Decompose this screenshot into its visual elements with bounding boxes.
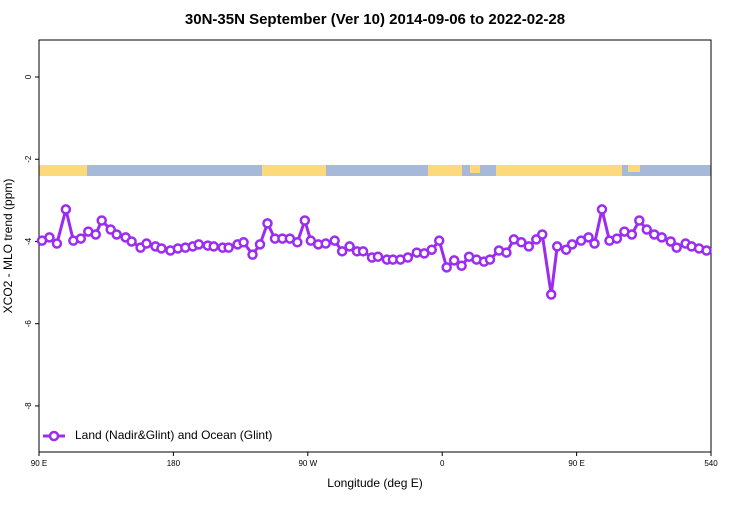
data-point xyxy=(583,232,594,243)
data-point xyxy=(537,229,548,240)
data-point xyxy=(90,229,101,240)
data-point xyxy=(292,237,303,248)
y-tick-label: 0 xyxy=(24,74,33,79)
data-point xyxy=(357,246,369,257)
data-point xyxy=(336,246,348,257)
x-axis-label: Longitude (deg E) xyxy=(327,476,422,490)
y-axis-label: XCO2 - MLO trend (ppm) xyxy=(1,179,15,314)
data-point xyxy=(545,289,557,300)
data-point xyxy=(344,241,355,252)
data-point xyxy=(44,232,55,243)
data-point xyxy=(254,239,266,250)
data-point xyxy=(701,245,712,256)
data-point xyxy=(441,262,452,273)
data-point xyxy=(433,235,445,246)
data-point xyxy=(402,252,414,263)
y-tick-label: -8 xyxy=(24,402,33,410)
data-point xyxy=(523,241,535,252)
data-point xyxy=(51,238,63,249)
data-point xyxy=(589,238,600,249)
data-point xyxy=(634,215,645,226)
data-point xyxy=(223,242,234,253)
data-point xyxy=(671,242,682,253)
data-point xyxy=(426,244,437,255)
data-point xyxy=(448,255,460,266)
data-point xyxy=(501,247,512,258)
x-tick-label: 90 E xyxy=(568,459,584,468)
y-tick-label: -6 xyxy=(24,320,33,328)
data-point xyxy=(141,238,152,249)
x-tick-label: 540 xyxy=(704,459,718,468)
legend-marker xyxy=(48,430,60,442)
legend-label: Land (Nadir&Glint) and Ocean (Glint) xyxy=(75,428,272,442)
x-tick-label: 180 xyxy=(167,459,181,468)
x-tick-label: 0 xyxy=(440,459,445,468)
data-point xyxy=(262,218,273,229)
data-point xyxy=(516,237,527,248)
data-point xyxy=(456,260,467,271)
data-point xyxy=(611,233,623,244)
data-point xyxy=(372,251,384,262)
data-point xyxy=(208,241,219,252)
data-point xyxy=(60,204,72,215)
data-point xyxy=(238,237,249,248)
data-point xyxy=(96,215,107,226)
data-point xyxy=(320,238,331,249)
data-point xyxy=(75,233,87,244)
data-point xyxy=(656,232,667,243)
data-point xyxy=(484,254,496,265)
data-point xyxy=(126,236,137,247)
x-tick-label: 90 E xyxy=(31,459,47,468)
data-point xyxy=(111,229,122,240)
x-tick-label: 90 W xyxy=(298,459,317,468)
data-point xyxy=(329,235,340,246)
data-point xyxy=(193,239,205,250)
data-point xyxy=(299,215,311,226)
data-point xyxy=(156,243,167,254)
data-point xyxy=(551,241,563,252)
y-tick-label: -2 xyxy=(24,155,33,163)
data-point xyxy=(247,249,258,260)
chart-title: 30N-35N September (Ver 10) 2014-09-06 to… xyxy=(185,11,565,28)
plot-frame xyxy=(38,39,712,453)
land-ocean-strip xyxy=(39,165,711,176)
data-point xyxy=(596,204,608,215)
data-point xyxy=(566,239,578,250)
data-point xyxy=(626,229,638,240)
y-tick-label: -4 xyxy=(24,237,33,245)
data-point xyxy=(665,236,676,247)
data-point xyxy=(641,224,653,235)
